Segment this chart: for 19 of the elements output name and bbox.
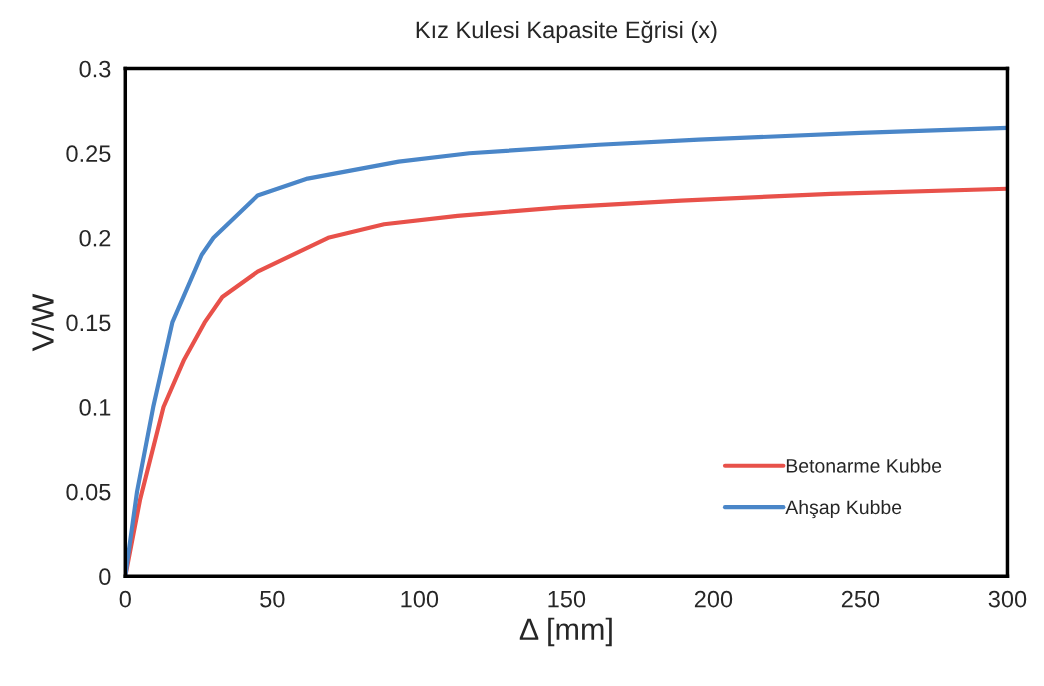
- y-tick-label: 0.3: [79, 60, 111, 78]
- y-tick-label: 0.05: [66, 483, 111, 501]
- x-tick-label: 200: [694, 590, 733, 608]
- y-tick-label: 0.1: [79, 399, 111, 416]
- x-tick-label: 300: [988, 590, 1027, 608]
- x-tick-label: 150: [548, 590, 586, 608]
- y-tick-label: 0.15: [66, 314, 111, 332]
- x-tick-label: 50: [260, 590, 285, 608]
- legend-label: Betonarme Kubbe: [786, 458, 942, 473]
- x-tick-label: 0: [119, 590, 131, 608]
- x-tick-label: 100: [401, 590, 439, 608]
- y-axis-title: V/W: [31, 293, 54, 352]
- chart-title: Kız Kulesi Kapasite Eğrisi (x): [416, 20, 717, 43]
- x-tick-label: 250: [841, 590, 880, 608]
- y-tick-label: 0.25: [66, 145, 111, 162]
- x-axis-title: Δ [mm]: [519, 617, 612, 647]
- y-tick-label: 0.2: [79, 229, 111, 247]
- y-tick-label: 0: [99, 568, 111, 586]
- legend-label: Ahşap Kubbe: [785, 499, 902, 519]
